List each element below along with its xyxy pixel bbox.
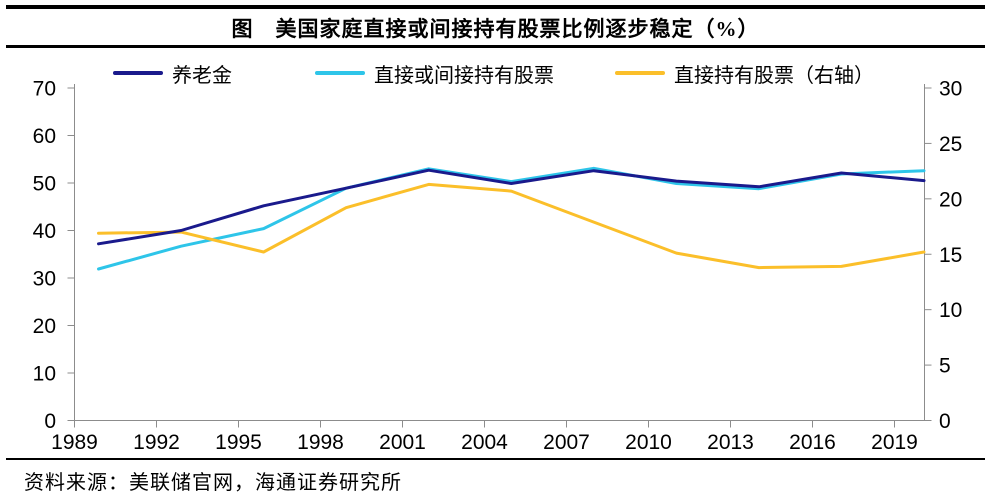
legend-item-pension: 养老金: [113, 62, 232, 87]
x-axis-tick-label: 2007: [543, 431, 590, 454]
left-axis-tick-label: 20: [33, 315, 56, 338]
footer-rule: [6, 457, 985, 460]
x-axis-tick-label: 2013: [707, 431, 754, 454]
top-rule: [6, 5, 985, 9]
left-axis-tick-label: 10: [33, 363, 56, 386]
series-line-1: [97, 166, 926, 271]
chart-title: 图 美国家庭直接或间接持有股票比例逐步稳定（%）: [231, 17, 760, 41]
x-axis-tick-label: 2016: [789, 431, 836, 454]
left-axis-tick-label: 60: [33, 125, 56, 148]
legend-label: 养老金: [172, 64, 232, 87]
x-axis-tick-label: 2019: [871, 431, 918, 454]
x-axis-tick-label: 1989: [51, 431, 98, 454]
legend-item-direct-right-axis: 直接持有股票（右轴）: [615, 62, 874, 87]
title-divider-rule: [6, 45, 985, 48]
right-axis-tick-label: 10: [939, 299, 962, 322]
chart-legend: 养老金 直接或间接持有股票 直接持有股票（右轴）: [0, 62, 991, 87]
right-axis-tick-label: 0: [939, 410, 951, 433]
x-axis-tick-label: 1992: [133, 431, 180, 454]
legend-label: 直接或间接持有股票: [374, 64, 554, 87]
left-axis-tick-label: 40: [33, 220, 56, 243]
x-axis-tick-label: 2001: [379, 431, 426, 454]
source-note: 资料来源：美联储官网，海通证券研究所: [24, 472, 402, 494]
right-axis-tick-label: 30: [939, 78, 962, 101]
left-axis-tick-label: 0: [44, 410, 56, 433]
pension-line-swatch: [113, 71, 163, 75]
right-axis-tick-label: 20: [939, 188, 962, 211]
series-line-2: [97, 182, 926, 270]
x-axis-tick-label: 1998: [297, 431, 344, 454]
legend-label: 直接持有股票（右轴）: [674, 64, 874, 87]
left-axis-tick-label: 50: [33, 173, 56, 196]
x-axis-tick-label: 1995: [215, 431, 262, 454]
right-axis-tick-label: 25: [939, 133, 962, 156]
direct-line-swatch: [615, 71, 665, 75]
direct-or-indirect-line-swatch: [315, 71, 365, 75]
right-axis-tick-label: 5: [939, 355, 951, 378]
left-axis-tick-label: 30: [33, 268, 56, 291]
x-axis-tick-label: 2010: [625, 431, 672, 454]
legend-item-direct-or-indirect: 直接或间接持有股票: [315, 62, 554, 87]
left-axis-tick-label: 70: [33, 78, 56, 101]
series-line-0: [97, 168, 926, 246]
right-axis-tick-label: 15: [939, 244, 962, 267]
x-axis-tick-label: 2004: [461, 431, 508, 454]
